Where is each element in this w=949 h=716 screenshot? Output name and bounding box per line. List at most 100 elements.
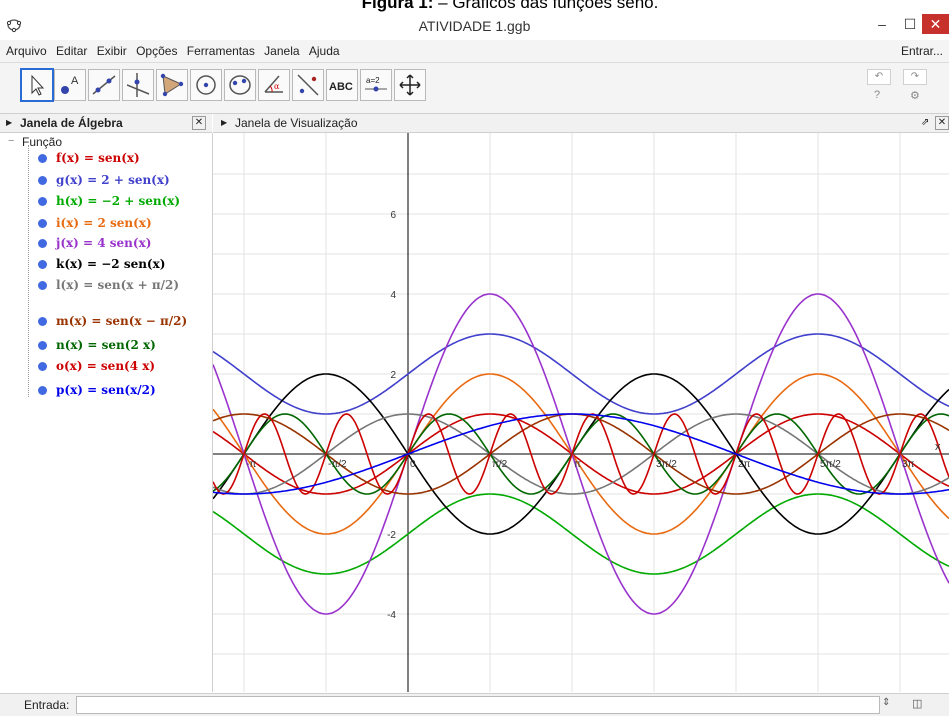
redo-icon[interactable]: ↷ bbox=[903, 69, 927, 85]
login-link[interactable]: Entrar... bbox=[900, 44, 943, 58]
geogebra-logo-icon bbox=[6, 19, 22, 33]
input-bar: Entrada: ⇕ ◫ bbox=[0, 693, 949, 716]
function-definition: p(x) = sen(x/2) bbox=[56, 383, 156, 397]
reflect-tool-button[interactable] bbox=[292, 69, 324, 101]
svg-text:ABC: ABC bbox=[329, 81, 353, 93]
text-icon: ABC bbox=[329, 81, 353, 93]
circle-tool-button[interactable] bbox=[190, 69, 222, 101]
menu-ferramentas[interactable]: Ferramentas bbox=[186, 44, 255, 58]
move-arrows-icon bbox=[399, 74, 421, 96]
input-label: Entrada: bbox=[24, 698, 70, 712]
menu-arquivo[interactable]: Arquivo bbox=[6, 44, 47, 58]
window-title: ATIVIDADE 1.ggb bbox=[418, 18, 531, 34]
menu-exibir[interactable]: Exibir bbox=[96, 44, 127, 58]
function-definition: i(x) = 2 sen(x) bbox=[56, 216, 152, 230]
visibility-toggle-icon[interactable] bbox=[38, 176, 47, 185]
function-definition: m(x) = sen(x − π/2) bbox=[56, 314, 188, 328]
function-definition: h(x) = −2 + sen(x) bbox=[56, 194, 181, 208]
cursor-arrow-icon bbox=[31, 74, 45, 96]
function-definition: f(x) = sen(x) bbox=[56, 151, 140, 165]
graphics-header-title: Janela de Visualização bbox=[235, 116, 358, 130]
updown-arrows-icon[interactable]: ⇕ bbox=[882, 697, 891, 708]
algebra-view: − Função f(x) = sen(x) g(x) = 2 + sen(x) h… bbox=[0, 133, 213, 692]
text-tool-button[interactable]: ABC bbox=[326, 69, 358, 101]
tree-line bbox=[28, 145, 30, 397]
circle-icon bbox=[196, 75, 216, 95]
x-axis-label: x bbox=[935, 441, 941, 453]
figure-caption: Figura 1: – Gráficos das funções seno. bbox=[361, 0, 659, 12]
conic-tool-button[interactable] bbox=[224, 69, 256, 101]
visibility-toggle-icon[interactable] bbox=[38, 341, 47, 350]
x-tick-label: π/2 bbox=[492, 459, 508, 470]
menu-bar: Arquivo Editar Exibir Opções Ferramentas… bbox=[0, 40, 949, 63]
y-tick-label: 6 bbox=[390, 210, 396, 221]
menu-janela[interactable]: Janela bbox=[264, 44, 300, 58]
svg-text:α: α bbox=[274, 82, 280, 91]
polygon-icon bbox=[160, 73, 184, 97]
function-definition: g(x) = 2 + sen(x) bbox=[56, 173, 170, 187]
visibility-toggle-icon[interactable] bbox=[38, 317, 47, 326]
close-panel-icon[interactable]: ✕ bbox=[935, 116, 949, 130]
point-tool-button[interactable]: A bbox=[54, 69, 86, 101]
x-tick-label: 3π/2 bbox=[656, 459, 677, 470]
perpendicular-icon bbox=[126, 73, 150, 97]
close-button[interactable]: ✕ bbox=[922, 14, 949, 34]
perpendicular-tool-button[interactable] bbox=[122, 69, 154, 101]
function-curve bbox=[212, 333, 949, 415]
visibility-toggle-icon[interactable] bbox=[38, 260, 47, 269]
algebra-header: ▶ Janela de Álgebra ✕ bbox=[0, 114, 212, 133]
visibility-toggle-icon[interactable] bbox=[38, 197, 47, 206]
x-tick-label: 2π bbox=[738, 459, 751, 470]
move-tool-button[interactable] bbox=[20, 68, 54, 102]
function-curve bbox=[212, 413, 949, 495]
menu-ajuda[interactable]: Ajuda bbox=[308, 44, 340, 58]
undock-icon[interactable]: ⇗ bbox=[921, 117, 930, 128]
function-curve bbox=[212, 413, 949, 495]
visibility-toggle-icon[interactable] bbox=[38, 386, 47, 395]
settings-icon[interactable]: ⚙ bbox=[910, 90, 920, 102]
maximize-button[interactable]: ☐ bbox=[903, 16, 917, 32]
x-tick-label: 0 bbox=[410, 459, 416, 470]
y-tick-label: -2 bbox=[387, 530, 396, 541]
close-panel-icon[interactable]: ✕ bbox=[192, 116, 206, 130]
move-view-tool-button[interactable] bbox=[394, 69, 426, 101]
menu-opcoes[interactable]: Opções bbox=[136, 44, 178, 58]
visibility-toggle-icon[interactable] bbox=[38, 362, 47, 371]
visibility-toggle-icon[interactable] bbox=[38, 281, 47, 290]
input-field[interactable] bbox=[76, 696, 880, 714]
help-icon[interactable]: ? bbox=[874, 89, 881, 101]
category-funcao: Função bbox=[22, 135, 63, 149]
function-definition: k(x) = −2 sen(x) bbox=[56, 257, 166, 271]
x-tick-label: -π bbox=[246, 459, 256, 470]
line-tool-button[interactable] bbox=[88, 69, 120, 101]
minimize-button[interactable]: – bbox=[878, 16, 886, 32]
y-tick-label: -4 bbox=[387, 610, 396, 621]
visibility-toggle-icon[interactable] bbox=[38, 219, 47, 228]
undo-redo-area: ↶ ↷ ? ⚙ bbox=[859, 67, 939, 107]
slider-icon: a=2 bbox=[365, 76, 387, 92]
slider-tool-button[interactable]: a=2 bbox=[360, 69, 392, 101]
visibility-toggle-icon[interactable] bbox=[38, 154, 47, 163]
graphics-view[interactable]: -3π/2-π-π/20π/2π3π/22π5π/23π7π/24π642-2-… bbox=[161, 133, 949, 695]
menu-editar[interactable]: Editar bbox=[56, 44, 88, 58]
polygon-tool-button[interactable] bbox=[156, 69, 188, 101]
title-bar: ATIVIDADE 1.ggb – ☐ ✕ bbox=[0, 14, 949, 38]
function-curve bbox=[212, 413, 949, 495]
collapse-triangle-icon[interactable]: ▶ bbox=[6, 118, 13, 127]
undo-icon[interactable]: ↶ bbox=[867, 69, 891, 85]
visibility-toggle-icon[interactable] bbox=[38, 239, 47, 248]
collapse-minus-icon[interactable]: − bbox=[8, 135, 15, 147]
angle-icon: α bbox=[264, 75, 283, 93]
keyboard-icon[interactable]: ◫ bbox=[912, 698, 923, 710]
x-tick-label: -π/2 bbox=[328, 459, 347, 470]
function-definition: l(x) = sen(x + π/2) bbox=[56, 278, 180, 292]
toolbar: A α ABC a=2 ↶ ↷ ? ⚙ bbox=[0, 63, 949, 114]
reflect-icon bbox=[297, 74, 319, 96]
collapse-triangle-icon[interactable]: ▶ bbox=[221, 118, 228, 127]
angle-tool-button[interactable]: α bbox=[258, 69, 290, 101]
x-tick-label: π bbox=[574, 459, 581, 470]
function-plot[interactable]: -3π/2-π-π/20π/2π3π/22π5π/23π7π/24π642-2-… bbox=[161, 133, 949, 695]
x-tick-label: 5π/2 bbox=[820, 459, 841, 470]
function-definition: o(x) = sen(4 x) bbox=[56, 359, 156, 373]
function-curve bbox=[212, 493, 949, 575]
